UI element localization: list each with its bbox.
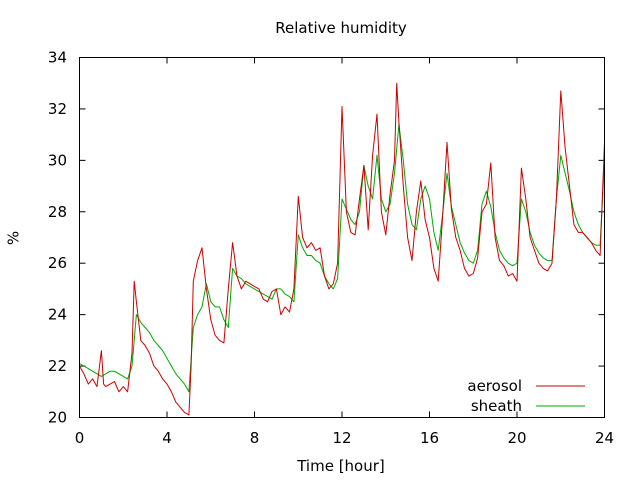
legend: aerosol sheath [467, 377, 585, 415]
y-tick-label: 26 [48, 254, 67, 272]
series-line-sheath [79, 123, 605, 393]
legend-label-sheath: sheath [471, 397, 522, 415]
y-tick-label: 24 [48, 306, 67, 324]
x-tick-label: 12 [332, 429, 351, 447]
y-tick-label: 34 [48, 49, 67, 67]
axis-ticks: 0 4 8 12 16 20 24 20 22 24 26 28 30 32 34 [48, 49, 614, 448]
x-tick-label: 8 [250, 429, 260, 447]
y-tick-label: 20 [48, 409, 67, 427]
y-tick-label: 30 [48, 151, 67, 169]
y-axis-label: % [5, 231, 23, 245]
series-line-aerosol [79, 82, 605, 416]
x-tick-label: 16 [420, 429, 439, 447]
x-tick-label: 0 [75, 429, 85, 447]
y-tick-label: 32 [48, 100, 67, 118]
x-tick-label: 24 [595, 429, 614, 447]
y-tick-label: 22 [48, 357, 67, 375]
legend-label-aerosol: aerosol [467, 377, 522, 395]
y-tick-label: 28 [48, 203, 67, 221]
x-axis-label: Time [hour] [296, 457, 385, 475]
series-group [79, 82, 605, 416]
x-tick-label: 20 [507, 429, 526, 447]
plot-frame [79, 57, 605, 418]
x-tick-label: 4 [162, 429, 172, 447]
chart-title: Relative humidity [275, 19, 407, 37]
